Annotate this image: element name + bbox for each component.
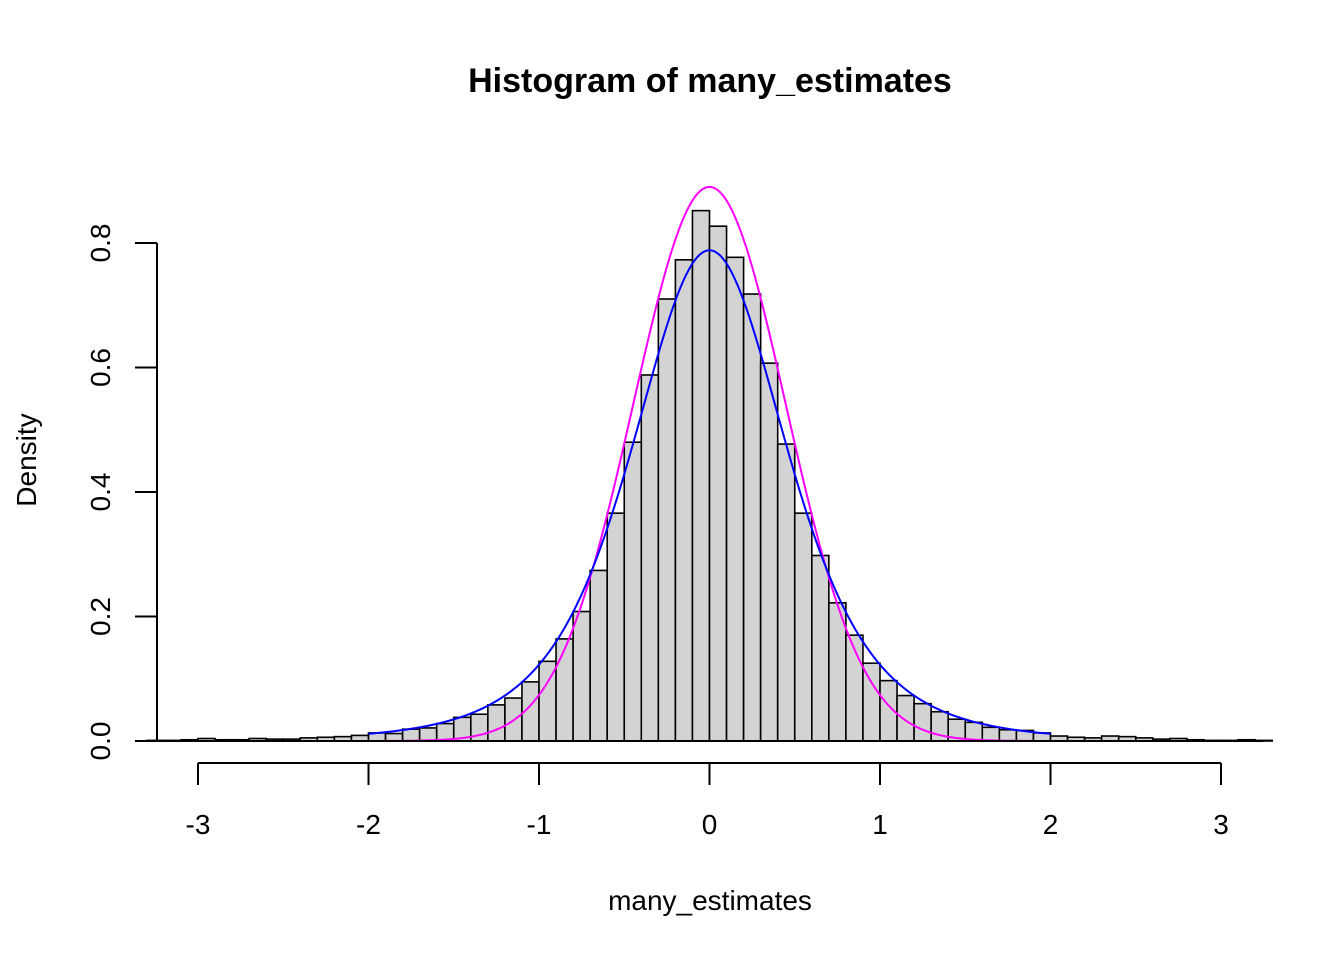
histogram-bar: [657, 298, 677, 742]
histogram-bar: [691, 209, 711, 742]
histogram-bar: [623, 441, 643, 742]
histogram-bar: [981, 726, 1001, 742]
density-curves: [368, 185, 1051, 742]
histogram-bar: [555, 638, 574, 742]
histogram-bar: [674, 259, 694, 742]
histogram-bar: [776, 443, 796, 742]
y-tick-label: 0.0: [85, 722, 116, 761]
x-axis-label: many_estimates: [608, 885, 812, 916]
y-axis: 0.0 0.2 0.4 0.6 0.8: [85, 224, 158, 761]
x-tick-label: -3: [186, 809, 211, 840]
x-tick-label: 2: [1043, 809, 1059, 840]
y-axis-label: Density: [11, 413, 42, 506]
x-tick-label: -2: [356, 809, 381, 840]
y-tick-label: 0.8: [85, 224, 116, 263]
y-tick-label: 0.6: [85, 348, 116, 387]
histogram-bar: [742, 293, 762, 742]
histogram-bar: [862, 662, 881, 742]
histogram-bar: [589, 569, 609, 742]
histogram-bar: [640, 374, 660, 742]
magenta-density-curve: [368, 185, 1051, 742]
histogram-bar: [418, 727, 438, 742]
x-axis: -3 -2 -1 0 1 2 3: [155, 740, 1263, 840]
histogram-bar: [401, 728, 421, 742]
x-tick-label: 3: [1213, 809, 1229, 840]
histogram-bar: [759, 362, 779, 742]
histogram-bar: [725, 256, 745, 742]
chart-title: Histogram of many_estimates: [468, 62, 952, 100]
blue-density-curve: [368, 249, 1051, 735]
histogram-bar: [708, 225, 728, 742]
histogram-bar: [896, 694, 915, 742]
histogram-bar: [606, 512, 626, 742]
histogram-bar: [487, 704, 506, 742]
histogram-bar: [998, 728, 1018, 742]
y-tick-label: 0.4: [85, 473, 116, 512]
histogram-bar: [810, 554, 830, 742]
histogram-bar: [913, 702, 932, 742]
histogram-bars: [146, 209, 1273, 742]
x-tick-label: -1: [527, 809, 552, 840]
histogram-bar: [793, 512, 813, 742]
histogram-bar: [572, 610, 591, 742]
y-tick-label: 0.2: [85, 597, 116, 636]
x-tick-label: 0: [702, 809, 718, 840]
x-tick-label: 1: [872, 809, 888, 840]
